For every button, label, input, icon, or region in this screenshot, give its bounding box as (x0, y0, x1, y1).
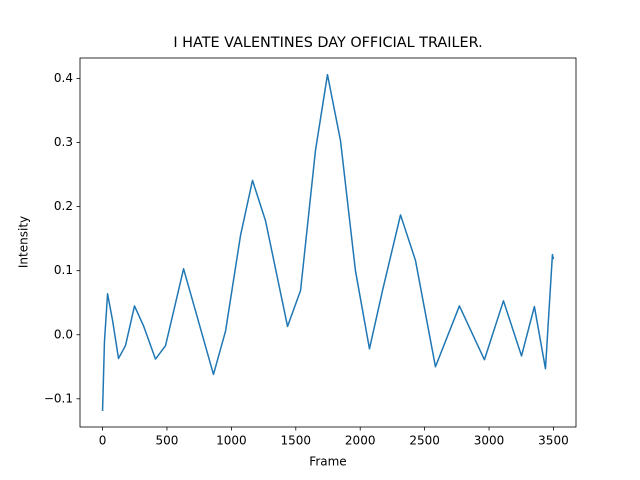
x-tick-label: 1000 (216, 434, 247, 448)
x-tick-label: 1500 (281, 434, 312, 448)
x-axis-label: Frame (309, 455, 346, 469)
x-tick-label: 0 (99, 434, 107, 448)
x-tick-label: 2000 (345, 434, 376, 448)
y-tick-label: 0.0 (54, 327, 73, 341)
y-axis-label: Intensity (17, 216, 31, 268)
y-tick-label: 0.2 (54, 199, 73, 213)
x-tick-label: 3000 (474, 434, 505, 448)
y-tick-label: 0.3 (54, 135, 73, 149)
x-tick-label: 3500 (538, 434, 569, 448)
x-tick-label: 2500 (409, 434, 440, 448)
y-tick-label: 0.1 (54, 263, 73, 277)
y-tick-label: −0.1 (44, 391, 73, 405)
chart-title: I HATE VALENTINES DAY OFFICIAL TRAILER. (173, 35, 482, 51)
data-line (101, 73, 555, 412)
x-tick-label: 500 (156, 434, 179, 448)
plot-frame (79, 57, 577, 428)
y-tick-label: 0.4 (54, 71, 73, 85)
